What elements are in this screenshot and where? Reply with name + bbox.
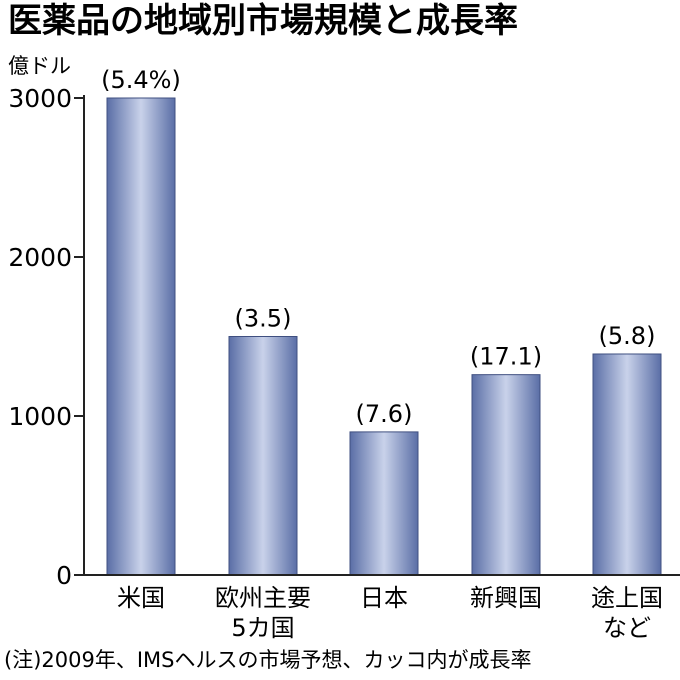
bar-value-label: (5.8) <box>599 322 656 350</box>
x-category-label: など <box>603 614 651 642</box>
chart-note: (注)2009年、IMSヘルスの市場予想、カッコ内が成長率 <box>4 648 531 672</box>
bar <box>349 431 419 576</box>
bar <box>592 353 662 576</box>
y-tick-label: 1000 <box>8 402 72 431</box>
bar <box>471 374 541 576</box>
x-category-label: 欧州主要 <box>215 584 311 612</box>
y-tick-label: 2000 <box>8 243 72 272</box>
bar-value-label: (5.4%) <box>101 66 181 94</box>
x-category-label: 5カ国 <box>231 614 294 642</box>
y-tick-label: 3000 <box>8 84 72 113</box>
bar <box>228 336 298 576</box>
bar-value-label: (3.5) <box>235 305 292 333</box>
y-tick-label: 0 <box>56 561 72 590</box>
bar-value-label: (7.6) <box>356 400 413 428</box>
x-category-label: 米国 <box>117 584 165 612</box>
bar <box>106 97 176 576</box>
chart-title: 医薬品の地域別市場規模と成長率 <box>8 1 518 41</box>
bar-value-label: (17.1) <box>470 343 542 371</box>
x-category-label: 途上国 <box>591 584 663 612</box>
y-axis-label: 億ドル <box>8 54 71 78</box>
x-category-label: 日本 <box>360 584 408 612</box>
x-category-label: 新興国 <box>470 584 542 612</box>
